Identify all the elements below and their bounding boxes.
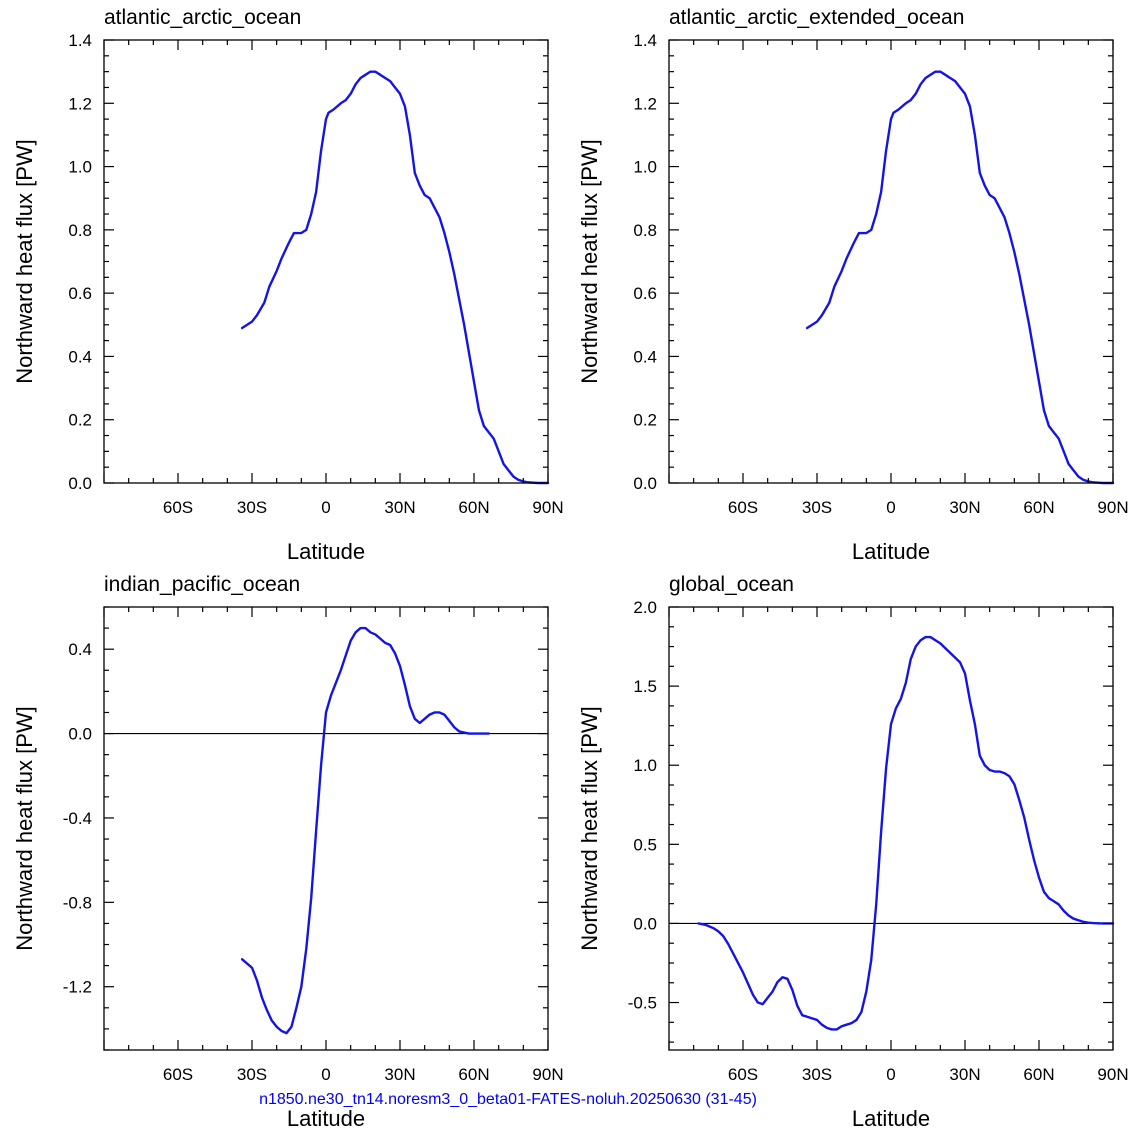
chart-panel-2: atlantic_arctic_extended_ocean 60S 30S 0 30N… — [577, 6, 1129, 564]
plot-frame — [668, 606, 1114, 1051]
y-tick-label: 1.0 — [633, 158, 657, 177]
y-tick-label: -1.2 — [63, 978, 92, 997]
x-tick-label: 0 — [321, 498, 330, 517]
y-tick-label: 2.0 — [633, 598, 657, 617]
y-tick-label: 1.0 — [68, 158, 92, 177]
chart-title: global_ocean — [669, 573, 794, 596]
x-tick-label: 0 — [886, 498, 895, 517]
y-tick-label: 0.2 — [633, 411, 657, 430]
chart-panel-1: atlantic_arctic_ocean 60S 30S 0 30N 60N 90N 0.0… — [12, 6, 564, 564]
y-tick-label: -0.5 — [628, 994, 657, 1013]
chart-title: indian_pacific_ocean — [104, 573, 300, 596]
y-tick-label: 1.4 — [68, 31, 92, 50]
y-tick-label: 0.0 — [68, 474, 92, 493]
x-tick-label: 30N — [949, 1065, 980, 1084]
y-tick-label: -0.8 — [63, 893, 92, 912]
x-tick-label: 90N — [1097, 1065, 1128, 1084]
y-tick-label: 0.4 — [633, 347, 657, 366]
y-tick-label: 1.0 — [633, 756, 657, 775]
x-tick-label: 30N — [384, 498, 415, 517]
y-tick-label: 1.5 — [633, 677, 657, 696]
y-tick-label: 0.2 — [68, 411, 92, 430]
y-axis-label: Northward heat flux [PW] — [577, 139, 602, 384]
y-tick-label: 1.4 — [633, 31, 657, 50]
x-tick-label: 30N — [949, 498, 980, 517]
x-tick-label: 60S — [163, 1065, 193, 1084]
series-line — [240, 626, 490, 1035]
y-axis-label: Northward heat flux [PW] — [577, 706, 602, 951]
x-axis-label: Latitude — [852, 539, 930, 564]
x-tick-label: 30N — [384, 1065, 415, 1084]
x-tick-label: 30S — [237, 1065, 267, 1084]
tick-marks — [103, 39, 549, 484]
series-line — [240, 70, 550, 485]
x-tick-label: 90N — [532, 498, 563, 517]
x-axis-label: Latitude — [287, 539, 365, 564]
y-tick-label: 0.4 — [68, 640, 92, 659]
x-axis-label: Latitude — [287, 1106, 365, 1131]
footer-caption: n1850.ne30_tn14.noresm3_0_beta01-FATES-n… — [259, 1091, 757, 1108]
x-tick-label: 0 — [886, 1065, 895, 1084]
x-tick-label: 90N — [1097, 498, 1128, 517]
chart-title: atlantic_arctic_extended_ocean — [669, 6, 964, 29]
series-line — [805, 70, 1115, 485]
x-tick-label: 60S — [728, 1065, 758, 1084]
x-tick-label: 60N — [458, 498, 489, 517]
chart-title: atlantic_arctic_ocean — [104, 6, 301, 29]
y-tick-label: 1.2 — [633, 94, 657, 113]
y-tick-label: 0.5 — [633, 835, 657, 854]
y-axis-label: Northward heat flux [PW] — [12, 139, 37, 384]
x-axis-label: Latitude — [852, 1106, 930, 1131]
chart-panel-4: global_ocean 60S 30S 0 30N 60N 90N -0.5 0.0 0.5 1.… — [577, 573, 1129, 1131]
x-tick-label: 30S — [237, 498, 267, 517]
y-tick-label: -0.4 — [63, 809, 92, 828]
x-tick-label: 0 — [321, 1065, 330, 1084]
y-tick-label: 1.2 — [68, 94, 92, 113]
chart-panel-3: indian_pacific_ocean 60S 30S 0 30N 60N 90N -1.2… — [12, 573, 564, 1131]
x-tick-label: 60S — [728, 498, 758, 517]
x-tick-label: 30S — [802, 1065, 832, 1084]
tick-marks — [103, 606, 549, 1051]
y-tick-label: 0.6 — [68, 284, 92, 303]
x-tick-label: 60N — [458, 1065, 489, 1084]
x-tick-label: 60N — [1023, 498, 1054, 517]
y-tick-label: 0.8 — [68, 221, 92, 240]
tick-marks — [668, 606, 1114, 1050]
plot-frame — [103, 606, 549, 1051]
x-tick-label: 60S — [163, 498, 193, 517]
x-tick-label: 90N — [532, 1065, 563, 1084]
x-tick-label: 60N — [1023, 1065, 1054, 1084]
y-tick-label: 0.8 — [633, 221, 657, 240]
y-tick-label: 0.6 — [633, 284, 657, 303]
y-tick-label: 0.0 — [633, 474, 657, 493]
tick-marks — [668, 39, 1114, 484]
y-axis-label: Northward heat flux [PW] — [12, 706, 37, 951]
x-tick-label: 30S — [802, 498, 832, 517]
y-tick-label: 0.0 — [68, 725, 92, 744]
y-tick-label: 0.0 — [633, 914, 657, 933]
y-tick-label: 0.4 — [68, 347, 92, 366]
series-line — [697, 635, 1115, 1031]
